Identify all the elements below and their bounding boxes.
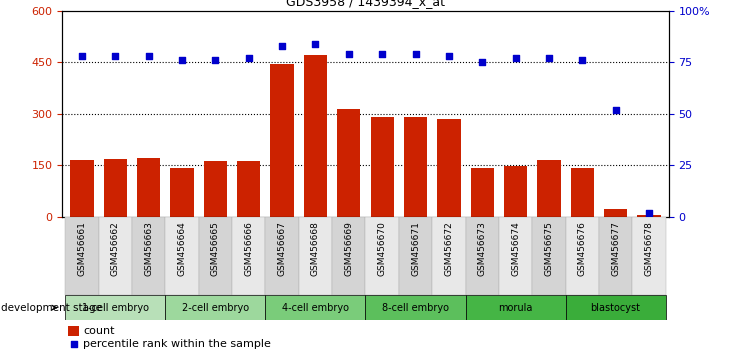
Point (210, 57, 221, 63)
Bar (366, 217, 399, 295)
Bar (566, 295, 665, 320)
Text: GSM456678: GSM456678 (644, 221, 654, 276)
Text: GSM456666: GSM456666 (244, 221, 254, 276)
Bar (304, 55, 327, 217)
Point (376, 51, 388, 57)
Bar (165, 217, 199, 295)
Point (243, 55, 254, 61)
Bar (165, 295, 265, 320)
Bar (599, 217, 632, 295)
Point (643, 210, 655, 216)
Point (510, 55, 521, 61)
Point (477, 59, 488, 65)
Bar (466, 217, 499, 295)
Text: GSM456677: GSM456677 (611, 221, 620, 276)
Bar (632, 217, 665, 295)
Bar (604, 210, 627, 217)
Point (110, 53, 121, 59)
Text: morula: morula (499, 303, 533, 313)
Bar (366, 295, 466, 320)
Bar (104, 159, 127, 217)
Text: development stage: development stage (1, 303, 102, 313)
Text: GSM456673: GSM456673 (477, 221, 487, 276)
Bar (232, 217, 265, 295)
Text: GSM456665: GSM456665 (211, 221, 220, 276)
Bar (399, 217, 432, 295)
Text: GSM456662: GSM456662 (111, 221, 120, 276)
Bar (270, 64, 294, 217)
Bar (404, 117, 427, 217)
Text: 8-cell embryo: 8-cell embryo (382, 303, 449, 313)
Text: 4-cell embryo: 4-cell embryo (282, 303, 349, 313)
Text: GSM456672: GSM456672 (444, 221, 453, 276)
Text: GSM456669: GSM456669 (344, 221, 353, 276)
Point (68, 341, 80, 347)
Bar (199, 217, 232, 295)
Bar (499, 217, 532, 295)
Bar (637, 215, 661, 217)
Text: GSM456663: GSM456663 (144, 221, 154, 276)
Text: GSM456676: GSM456676 (577, 221, 587, 276)
Text: GSM456674: GSM456674 (511, 221, 520, 276)
Bar (66, 217, 99, 295)
Bar (237, 161, 260, 217)
Title: GDS3958 / 1439394_x_at: GDS3958 / 1439394_x_at (286, 0, 445, 8)
Text: count: count (83, 326, 115, 336)
Point (543, 55, 555, 61)
Text: 2-cell embryo: 2-cell embryo (182, 303, 249, 313)
Bar (437, 119, 461, 217)
Bar (137, 158, 161, 217)
Bar (371, 116, 394, 217)
Point (409, 51, 421, 57)
Point (310, 41, 322, 46)
Text: blastocyst: blastocyst (591, 303, 640, 313)
Bar (471, 168, 494, 217)
Bar (537, 160, 561, 217)
Point (143, 53, 155, 59)
Bar (265, 217, 299, 295)
Bar (99, 217, 132, 295)
Text: GSM456675: GSM456675 (545, 221, 553, 276)
Bar (466, 295, 566, 320)
Bar (66, 295, 165, 320)
Bar (70, 160, 94, 217)
Bar (566, 217, 599, 295)
Bar (204, 161, 227, 217)
Point (443, 53, 455, 59)
Point (276, 43, 288, 48)
Point (76, 53, 88, 59)
Bar (532, 217, 566, 295)
Point (176, 57, 188, 63)
Text: 1-cell embryo: 1-cell embryo (82, 303, 149, 313)
Text: GSM456661: GSM456661 (77, 221, 87, 276)
Point (343, 51, 355, 57)
Bar (299, 217, 332, 295)
Text: GSM456664: GSM456664 (178, 221, 186, 276)
Point (610, 107, 621, 113)
Point (576, 57, 588, 63)
Bar (170, 168, 194, 217)
Bar (132, 217, 165, 295)
Bar (265, 295, 366, 320)
Bar (337, 109, 360, 217)
Bar (332, 217, 366, 295)
Bar (570, 168, 594, 217)
Bar (432, 217, 466, 295)
Text: percentile rank within the sample: percentile rank within the sample (83, 339, 271, 349)
Bar (504, 166, 527, 217)
Bar (68, 326, 79, 336)
Text: GSM456670: GSM456670 (378, 221, 387, 276)
Text: GSM456668: GSM456668 (311, 221, 320, 276)
Text: GSM456671: GSM456671 (411, 221, 420, 276)
Text: GSM456667: GSM456667 (278, 221, 287, 276)
